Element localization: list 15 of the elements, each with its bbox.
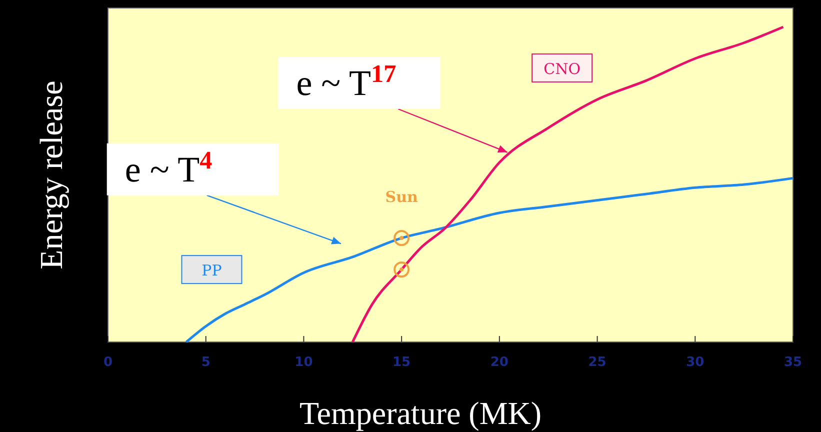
x-tick-label: 0 [103,355,113,370]
x-tick-label: 25 [588,355,606,370]
annotation: Sun [385,188,418,206]
y-axis-title: Energy release [33,80,69,270]
text: PP [202,262,222,280]
annotation: e ~ T$^{17}$ [296,60,396,103]
x-tick-label: 10 [294,355,313,370]
x-tick-label: 20 [490,355,508,370]
x-tick-label: 35 [784,355,802,370]
x-tick-label: 30 [686,355,704,370]
x-tick-label: 15 [392,355,411,370]
x-axis-title: Temperature (MK) [299,395,542,431]
x-tick-label: 5 [201,355,210,370]
series-label: CNO [544,60,581,78]
annotation: e ~ T$^{4}$ [124,146,213,190]
